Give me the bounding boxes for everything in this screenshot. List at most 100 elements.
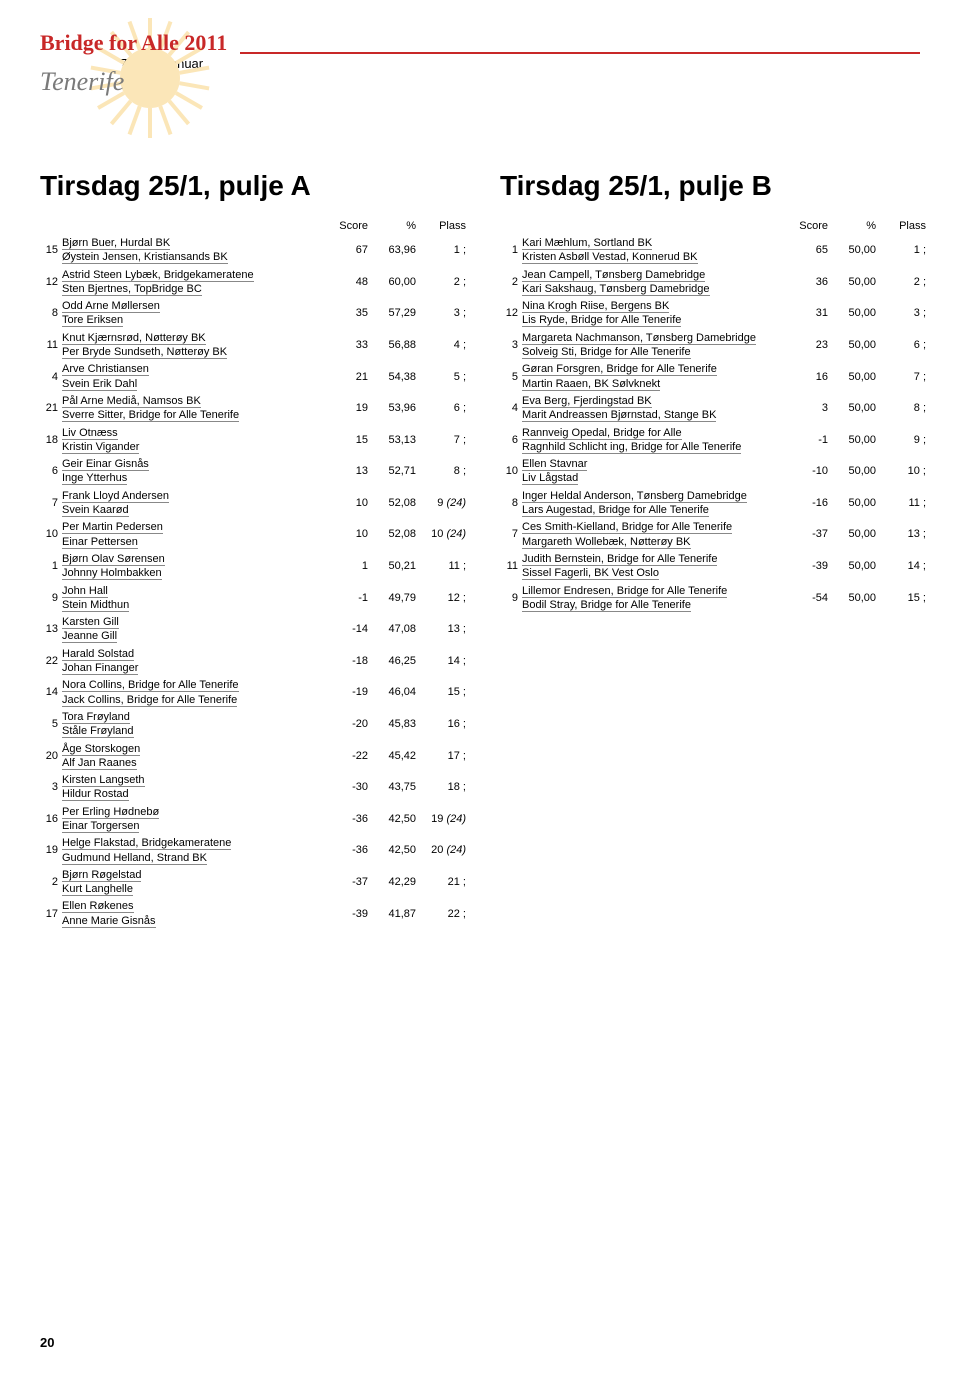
player-2: Svein Kaarød [62, 503, 320, 517]
player-2: Stein Midthun [62, 598, 320, 612]
player-1: Gøran Forsgren, Bridge for Alle Tenerife [522, 362, 780, 376]
pair-names: Helge Flakstad, BridgekamerateneGudmund … [62, 836, 320, 865]
player-1: Helge Flakstad, Bridgekameratene [62, 836, 320, 850]
pair-names: Pål Arne Mediå, Namsos BKSverre Sitter, … [62, 394, 320, 423]
plass-value: 9 (24) [416, 496, 470, 510]
player-2: Sissel Fagerli, BK Vest Oslo [522, 566, 780, 580]
score-value: 33 [320, 338, 368, 352]
score-value: -36 [320, 812, 368, 826]
score-value: -37 [320, 875, 368, 889]
player-2: Liv Lågstad [522, 471, 780, 485]
pair-number: 21 [40, 401, 62, 415]
plass-value: 19 (24) [416, 812, 470, 826]
result-row: 13Karsten GillJeanne Gill-1447,0813 ; [40, 615, 470, 644]
pair-names: Jean Campell, Tønsberg DamebridgeKari Sa… [522, 268, 780, 297]
pair-names: Gøran Forsgren, Bridge for Alle Tenerife… [522, 362, 780, 391]
player-1: Geir Einar Gisnås [62, 457, 320, 471]
pair-number: 3 [40, 780, 62, 794]
pulje-a-column: Tirsdag 25/1, pulje A Score % Plass 15Bj… [40, 170, 470, 931]
col-plass: Plass [416, 220, 470, 232]
score-value: -39 [780, 559, 828, 573]
player-2: Inge Ytterhus [62, 471, 320, 485]
pair-number: 9 [40, 591, 62, 605]
pair-number: 10 [40, 527, 62, 541]
pulje-a-rows: 15Bjørn Buer, Hurdal BKØystein Jensen, K… [40, 236, 470, 928]
score-value: 23 [780, 338, 828, 352]
player-2: Lis Ryde, Bridge for Alle Tenerife [522, 313, 780, 327]
player-2: Ragnhild Schlicht ing, Bridge for Alle T… [522, 440, 780, 454]
pct-value: 50,00 [828, 433, 876, 447]
plass-value: 9 ; [876, 433, 930, 447]
player-1: Nora Collins, Bridge for Alle Tenerife [62, 678, 320, 692]
score-value: -14 [320, 622, 368, 636]
pair-names: Per Martin PedersenEinar Pettersen [62, 520, 320, 549]
player-1: Arve Christiansen [62, 362, 320, 376]
pct-value: 52,08 [368, 496, 416, 510]
player-2: Alf Jan Raanes [62, 756, 320, 770]
pair-names: Eva Berg, Fjerdingstad BKMarit Andreasse… [522, 394, 780, 423]
pair-names: Bjørn RøgelstadKurt Langhelle [62, 868, 320, 897]
pct-value: 42,50 [368, 812, 416, 826]
pct-value: 41,87 [368, 907, 416, 921]
plass-value: 6 ; [876, 338, 930, 352]
pair-number: 22 [40, 654, 62, 668]
player-2: Øystein Jensen, Kristiansands BK [62, 250, 320, 264]
plass-value: 4 ; [416, 338, 470, 352]
pct-value: 50,00 [828, 591, 876, 605]
result-row: 5Gøran Forsgren, Bridge for Alle Tenerif… [500, 362, 930, 391]
player-2: Hildur Rostad [62, 787, 320, 801]
result-row: 9John HallStein Midthun-149,7912 ; [40, 584, 470, 613]
plass-value: 15 ; [416, 685, 470, 699]
plass-value: 17 ; [416, 749, 470, 763]
result-row: 7Frank Lloyd AndersenSvein Kaarød1052,08… [40, 489, 470, 518]
pair-names: Judith Bernstein, Bridge for Alle Teneri… [522, 552, 780, 581]
score-value: -22 [320, 749, 368, 763]
pair-number: 12 [500, 306, 522, 320]
pct-value: 42,29 [368, 875, 416, 889]
pair-number: 3 [500, 338, 522, 352]
pair-names: Astrid Steen Lybæk, BridgekamerateneSten… [62, 268, 320, 297]
brand-location: Tenerife [40, 67, 920, 97]
score-value: -1 [320, 591, 368, 605]
player-1: Per Erling Hødnebø [62, 805, 320, 819]
plass-value: 13 ; [416, 622, 470, 636]
pair-names: Bjørn Olav SørensenJohnny Holmbakken [62, 552, 320, 581]
pct-value: 45,42 [368, 749, 416, 763]
result-row: 2Bjørn RøgelstadKurt Langhelle-3742,2921… [40, 868, 470, 897]
pair-number: 19 [40, 843, 62, 857]
pair-number: 4 [500, 401, 522, 415]
plass-value: 14 ; [416, 654, 470, 668]
result-row: 20Åge StorskogenAlf Jan Raanes-2245,4217… [40, 742, 470, 771]
player-2: Einar Torgersen [62, 819, 320, 833]
result-row: 2Jean Campell, Tønsberg DamebridgeKari S… [500, 268, 930, 297]
pair-number: 7 [40, 496, 62, 510]
pair-number: 8 [500, 496, 522, 510]
score-value: 15 [320, 433, 368, 447]
player-2: Kurt Langhelle [62, 882, 320, 896]
plass-value: 2 ; [876, 275, 930, 289]
plass-value: 20 (24) [416, 843, 470, 857]
pair-number: 5 [500, 370, 522, 384]
pair-names: Knut Kjærnsrød, Nøtterøy BKPer Bryde Sun… [62, 331, 320, 360]
pulje-b-column: Tirsdag 25/1, pulje B Score % Plass 1Kar… [500, 170, 930, 931]
pct-value: 53,13 [368, 433, 416, 447]
player-2: Kristen Asbøll Vestad, Konnerud BK [522, 250, 780, 264]
pair-number: 18 [40, 433, 62, 447]
plass-value: 14 ; [876, 559, 930, 573]
pct-value: 45,83 [368, 717, 416, 731]
result-row: 8Odd Arne MøllersenTore Eriksen3557,293 … [40, 299, 470, 328]
result-row: 3Kirsten LangsethHildur Rostad-3043,7518… [40, 773, 470, 802]
player-1: Knut Kjærnsrød, Nøtterøy BK [62, 331, 320, 345]
result-row: 15Bjørn Buer, Hurdal BKØystein Jensen, K… [40, 236, 470, 265]
plass-value: 15 ; [876, 591, 930, 605]
plass-value: 11 ; [416, 559, 470, 573]
player-1: John Hall [62, 584, 320, 598]
result-row: 11Knut Kjærnsrød, Nøtterøy BKPer Bryde S… [40, 331, 470, 360]
player-2: Marit Andreassen Bjørnstad, Stange BK [522, 408, 780, 422]
score-value: 31 [780, 306, 828, 320]
pct-value: 50,00 [828, 275, 876, 289]
player-2: Anne Marie Gisnås [62, 914, 320, 928]
player-1: Ellen Røkenes [62, 899, 320, 913]
player-1: Astrid Steen Lybæk, Bridgekameratene [62, 268, 320, 282]
pair-number: 5 [40, 717, 62, 731]
